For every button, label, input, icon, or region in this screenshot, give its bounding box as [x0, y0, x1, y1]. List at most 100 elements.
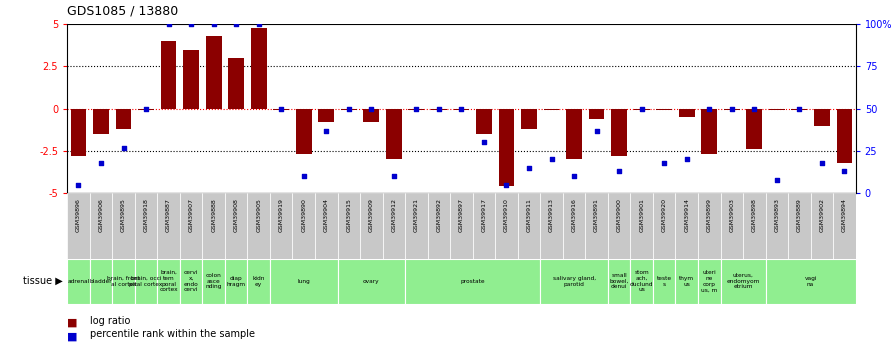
Text: tissue ▶: tissue ▶: [23, 276, 63, 286]
Point: [161, 21, 176, 27]
Text: prostate: prostate: [461, 279, 485, 284]
Bar: [814, 109, 830, 126]
Point: [139, 106, 153, 111]
Text: log ratio: log ratio: [90, 316, 130, 326]
Text: ovary: ovary: [363, 279, 380, 284]
Bar: [247, 193, 270, 259]
Point: [837, 168, 851, 174]
Bar: [811, 193, 833, 259]
Text: GSM39921: GSM39921: [414, 198, 419, 233]
Text: GSM39898: GSM39898: [752, 198, 757, 232]
Point: [747, 106, 762, 111]
Bar: [71, 109, 86, 156]
Text: GSM39902: GSM39902: [819, 198, 824, 233]
Bar: [202, 193, 225, 259]
Text: GSM39915: GSM39915: [346, 198, 351, 232]
Point: [297, 174, 311, 179]
Bar: [112, 193, 134, 259]
Bar: [702, 109, 717, 154]
Text: GSM39914: GSM39914: [685, 198, 689, 233]
Point: [702, 106, 717, 111]
Bar: [360, 193, 383, 259]
Point: [184, 21, 198, 27]
Point: [499, 182, 513, 188]
Bar: [676, 259, 698, 304]
Text: colon
asce
nding: colon asce nding: [205, 273, 222, 289]
Text: thym
us: thym us: [679, 276, 694, 287]
Bar: [676, 193, 698, 259]
Text: GSM39911: GSM39911: [527, 198, 531, 232]
Text: GSM39895: GSM39895: [121, 198, 126, 232]
Text: brain, occi
pital cortex: brain, occi pital cortex: [129, 276, 163, 287]
Bar: [540, 193, 563, 259]
Text: uteri
ne
corp
us, m: uteri ne corp us, m: [701, 270, 718, 292]
Bar: [837, 109, 852, 163]
Text: GSM39919: GSM39919: [279, 198, 284, 233]
Bar: [383, 193, 405, 259]
Bar: [340, 109, 357, 110]
Point: [612, 168, 626, 174]
Text: cervi
x,
endo
cervi: cervi x, endo cervi: [184, 270, 199, 292]
Bar: [607, 259, 631, 304]
Text: vagi
na: vagi na: [805, 276, 817, 287]
Bar: [589, 109, 605, 119]
Bar: [386, 109, 401, 159]
Text: GSM39908: GSM39908: [234, 198, 238, 232]
Bar: [338, 259, 405, 304]
Point: [274, 106, 289, 111]
Bar: [765, 193, 788, 259]
Text: GSM39904: GSM39904: [323, 198, 329, 233]
Bar: [225, 259, 247, 304]
Bar: [338, 193, 360, 259]
Point: [725, 106, 739, 111]
Text: GSM39912: GSM39912: [392, 198, 396, 233]
Text: lung: lung: [297, 279, 310, 284]
Point: [252, 21, 266, 27]
Text: GSM39893: GSM39893: [774, 198, 780, 233]
Bar: [90, 259, 112, 304]
Text: GSM39909: GSM39909: [369, 198, 374, 233]
Bar: [270, 259, 338, 304]
Bar: [134, 259, 158, 304]
Bar: [405, 259, 540, 304]
Text: ■: ■: [67, 317, 78, 327]
Text: GSM39907: GSM39907: [188, 198, 194, 233]
Bar: [180, 193, 202, 259]
Text: brain, front
al cortex: brain, front al cortex: [108, 276, 140, 287]
Text: bladder: bladder: [90, 279, 112, 284]
Bar: [93, 109, 109, 134]
Bar: [521, 109, 537, 129]
Text: uterus,
endomyom
etrium: uterus, endomyom etrium: [727, 273, 760, 289]
Bar: [296, 109, 312, 154]
Text: GSM39899: GSM39899: [707, 198, 711, 233]
Bar: [251, 28, 267, 109]
Point: [770, 177, 784, 183]
Bar: [720, 259, 765, 304]
Bar: [206, 36, 221, 109]
Bar: [633, 109, 650, 110]
Text: GSM39918: GSM39918: [143, 198, 149, 232]
Point: [634, 106, 649, 111]
Bar: [566, 109, 582, 159]
Text: GSM39887: GSM39887: [166, 198, 171, 232]
Point: [94, 160, 108, 166]
Bar: [698, 259, 720, 304]
Text: GSM39888: GSM39888: [211, 198, 216, 232]
Text: GSM39910: GSM39910: [504, 198, 509, 232]
Point: [364, 106, 378, 111]
Bar: [364, 109, 379, 122]
Bar: [202, 259, 225, 304]
Point: [72, 182, 86, 188]
Bar: [698, 193, 720, 259]
Point: [679, 157, 694, 162]
Bar: [518, 193, 540, 259]
Point: [567, 174, 582, 179]
Bar: [134, 193, 158, 259]
Text: diap
hragm: diap hragm: [227, 276, 246, 287]
Text: brain,
tem
poral
cortex: brain, tem poral cortex: [159, 270, 178, 292]
Point: [792, 106, 806, 111]
Text: GSM39897: GSM39897: [459, 198, 464, 233]
Text: kidn
ey: kidn ey: [253, 276, 265, 287]
Point: [814, 160, 829, 166]
Bar: [611, 109, 627, 156]
